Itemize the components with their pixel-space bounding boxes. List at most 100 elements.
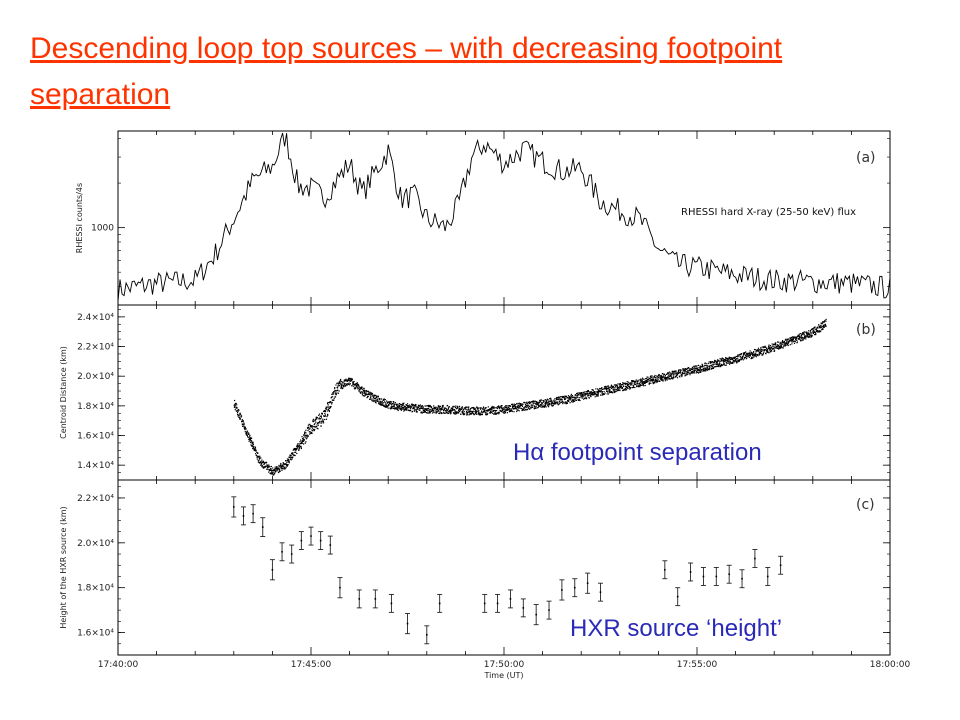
separation-point <box>504 406 506 408</box>
separation-point <box>483 407 485 409</box>
separation-point <box>446 408 448 410</box>
separation-point <box>668 373 670 375</box>
separation-point <box>479 414 481 416</box>
separation-point <box>736 355 738 358</box>
separation-point <box>257 452 259 454</box>
separation-annotation: Hα footpoint separation <box>513 439 762 466</box>
separation-point <box>291 452 293 454</box>
separation-point <box>610 387 613 389</box>
separation-point <box>442 412 444 414</box>
separation-point <box>812 328 814 330</box>
separation-point <box>556 401 558 403</box>
separation-point <box>502 409 504 411</box>
separation-point <box>463 413 466 416</box>
separation-point <box>415 410 417 412</box>
separation-point <box>716 366 718 368</box>
x-axis: 17:40:00 17:45:00 17:50:00 17:55:00 18:00:00… <box>98 660 911 680</box>
y-tick-label: 1.8×10⁴ <box>77 584 114 594</box>
separation-point <box>811 335 813 337</box>
separation-point <box>615 384 617 386</box>
separation-point <box>740 358 742 360</box>
y-tick-label: 2.0×10⁴ <box>77 539 114 549</box>
separation-point <box>403 405 405 407</box>
separation-point <box>674 376 676 378</box>
separation-point <box>803 331 805 333</box>
separation-point <box>249 439 252 441</box>
separation-point <box>318 417 320 419</box>
separation-point <box>423 409 425 411</box>
separation-point <box>752 355 754 357</box>
separation-point <box>706 363 708 365</box>
separation-point <box>675 375 677 377</box>
separation-point <box>271 469 273 471</box>
separation-point <box>327 408 330 410</box>
separation-point <box>814 331 816 334</box>
separation-point <box>809 334 811 336</box>
separation-point <box>501 408 503 410</box>
separation-point <box>455 411 457 413</box>
separation-point <box>390 407 392 409</box>
separation-point <box>461 407 463 409</box>
separation-point <box>613 384 615 386</box>
separation-point <box>262 460 264 462</box>
separation-point <box>818 330 820 332</box>
separation-point <box>234 409 236 411</box>
separation-point <box>675 373 677 375</box>
separation-point <box>528 407 530 409</box>
separation-point <box>343 386 345 388</box>
separation-point <box>551 405 553 407</box>
separation-point <box>413 410 416 412</box>
separation-point <box>716 362 718 364</box>
separation-point <box>463 412 465 415</box>
separation-point <box>697 364 699 366</box>
separation-point <box>419 407 421 409</box>
separation-point <box>374 395 376 397</box>
separation-point <box>769 348 771 350</box>
separation-point <box>302 440 304 442</box>
separation-point <box>531 401 533 403</box>
separation-point <box>746 355 749 357</box>
separation-point <box>728 361 730 363</box>
separation-point <box>651 379 653 381</box>
separation-point <box>286 461 288 463</box>
separation-point <box>339 385 341 387</box>
separation-point <box>645 378 647 380</box>
separation-point <box>591 389 593 391</box>
separation-point <box>679 372 682 374</box>
separation-point <box>742 354 745 356</box>
separation-point <box>784 343 787 345</box>
separation-point <box>699 371 701 373</box>
separation-point <box>543 400 545 402</box>
separation-point <box>557 403 559 405</box>
separation-point <box>588 396 590 398</box>
separation-point <box>296 446 298 448</box>
separation-point <box>383 399 385 401</box>
separation-point <box>396 407 399 409</box>
separation-point <box>242 425 244 427</box>
separation-point <box>490 411 492 413</box>
separation-point <box>384 406 386 408</box>
separation-point <box>315 426 317 428</box>
separation-point <box>787 344 789 347</box>
separation-point <box>266 468 268 470</box>
separation-point <box>366 393 369 396</box>
separation-point <box>485 414 487 416</box>
separation-point <box>256 451 258 453</box>
separation-point <box>745 352 748 355</box>
height-point <box>676 595 679 598</box>
separation-point <box>421 412 423 414</box>
separation-point <box>415 411 417 413</box>
separation-point <box>379 404 382 406</box>
separation-point <box>692 367 694 369</box>
separation-point <box>798 338 800 340</box>
separation-point <box>251 442 253 444</box>
separation-point <box>298 443 301 445</box>
separation-point <box>435 407 437 409</box>
height-point <box>509 598 512 600</box>
separation-point <box>412 406 414 408</box>
separation-point <box>582 392 584 394</box>
separation-point <box>699 370 701 372</box>
separation-point <box>332 393 335 395</box>
separation-point <box>396 404 398 406</box>
separation-point <box>667 376 669 378</box>
